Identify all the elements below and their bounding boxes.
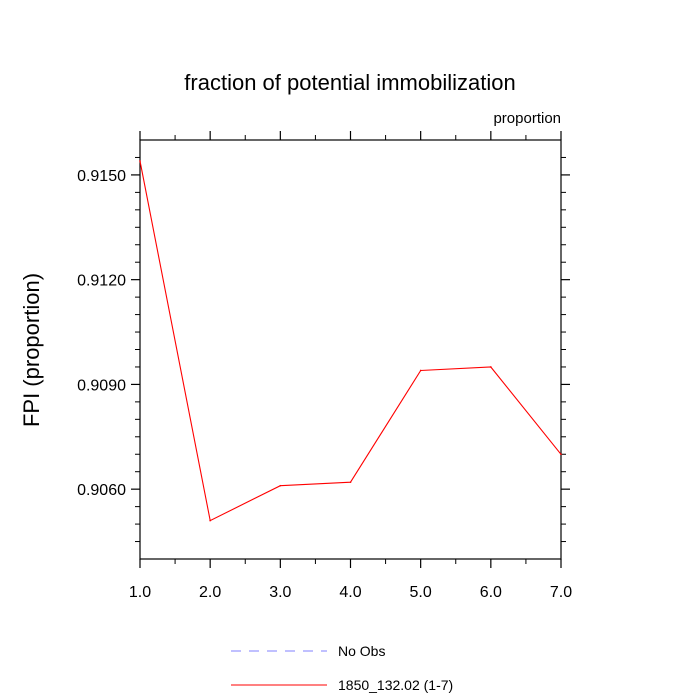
chart-title: fraction of potential immobilization xyxy=(184,70,515,95)
series-line xyxy=(139,160,562,522)
legend-label: 1850_132.02 (1-7) xyxy=(338,677,453,693)
legend: No Obs 1850_132.02 (1-7) xyxy=(231,643,453,693)
x-tick-label: 4.0 xyxy=(339,584,361,601)
units-label: proportion xyxy=(493,110,561,127)
plot-frame xyxy=(139,139,562,560)
x-tick-label: 7.0 xyxy=(550,584,572,601)
y-axis-label: FPI (proportion) xyxy=(19,273,44,427)
data-point xyxy=(419,369,422,372)
y-tick-label: 0.9150 xyxy=(77,168,126,185)
data-point xyxy=(279,484,282,487)
data-point xyxy=(139,160,141,162)
data-point xyxy=(209,519,211,522)
x-tick-label: 3.0 xyxy=(269,584,291,601)
series-layer xyxy=(139,160,562,522)
axis-ticks: 0.9150 0.9120 0.9090 0.9060 1.0 2.0 3.0 4.0 5.0 6… xyxy=(77,131,572,601)
x-tick-label: 1.0 xyxy=(129,584,151,601)
x-tick-label: 6.0 xyxy=(480,584,502,601)
x-tick-label: 2.0 xyxy=(199,584,221,601)
data-point xyxy=(349,481,352,483)
data-point xyxy=(560,453,562,456)
y-tick-label: 0.9060 xyxy=(77,482,126,499)
data-point xyxy=(490,366,492,368)
y-tick-label: 0.9090 xyxy=(77,377,126,394)
y-tick-label: 0.9120 xyxy=(77,273,126,290)
x-tick-label: 5.0 xyxy=(410,584,432,601)
legend-label: No Obs xyxy=(338,643,385,659)
